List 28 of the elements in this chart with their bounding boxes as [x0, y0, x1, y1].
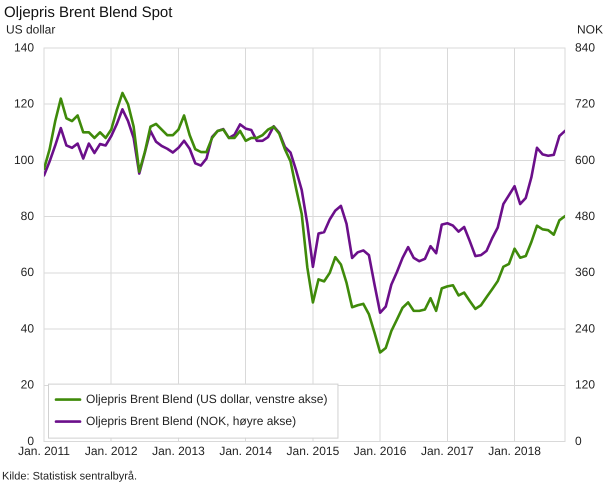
x-tick-label: Jan. 2017: [420, 444, 474, 458]
y2-tick-label: 0: [574, 434, 582, 448]
y-tick-label: 20: [20, 378, 34, 392]
text: Kilde: Statistisk sentralbyrå.: [2, 470, 138, 483]
x-tick-label: Jan. 2016: [354, 444, 407, 458]
y-axis-title: US dollar: [6, 22, 56, 36]
y2-axis-title: NOK: [576, 22, 603, 36]
y2-tick-label: 120: [574, 378, 596, 392]
chart-title: Oljepris Brent Blend Spot: [4, 4, 174, 22]
y-tick-label: 40: [20, 321, 34, 336]
y-tick-label: 100: [14, 152, 34, 167]
y-tick-label: 80: [20, 209, 34, 223]
y2-tick-label: 360: [574, 265, 596, 280]
x-tick-label: Jan. 2014: [219, 444, 272, 458]
legend-label: Oljepris Brent Blend (NOK, høyre akse): [86, 414, 296, 428]
y2-tick-label: 840: [574, 40, 596, 54]
y-tick-label: 140: [14, 40, 34, 54]
x-tick-label: Jan. 2012: [84, 444, 138, 458]
y2-tick-label: 480: [574, 209, 596, 223]
x-tick-label: Jan. 2015: [286, 444, 340, 458]
x-tick-label: Jan. 2013: [152, 444, 206, 458]
y2-tick-label: 600: [574, 152, 596, 167]
y2-tick-label: 720: [574, 96, 596, 111]
y-tick-label: 60: [20, 265, 34, 280]
x-tick-label: Jan. 2018: [488, 444, 542, 458]
y-tick-label: 120: [14, 96, 34, 111]
legend-label: Oljepris Brent Blend (US dollar, venstre akse): [86, 392, 328, 406]
y2-tick-label: 240: [574, 321, 596, 336]
